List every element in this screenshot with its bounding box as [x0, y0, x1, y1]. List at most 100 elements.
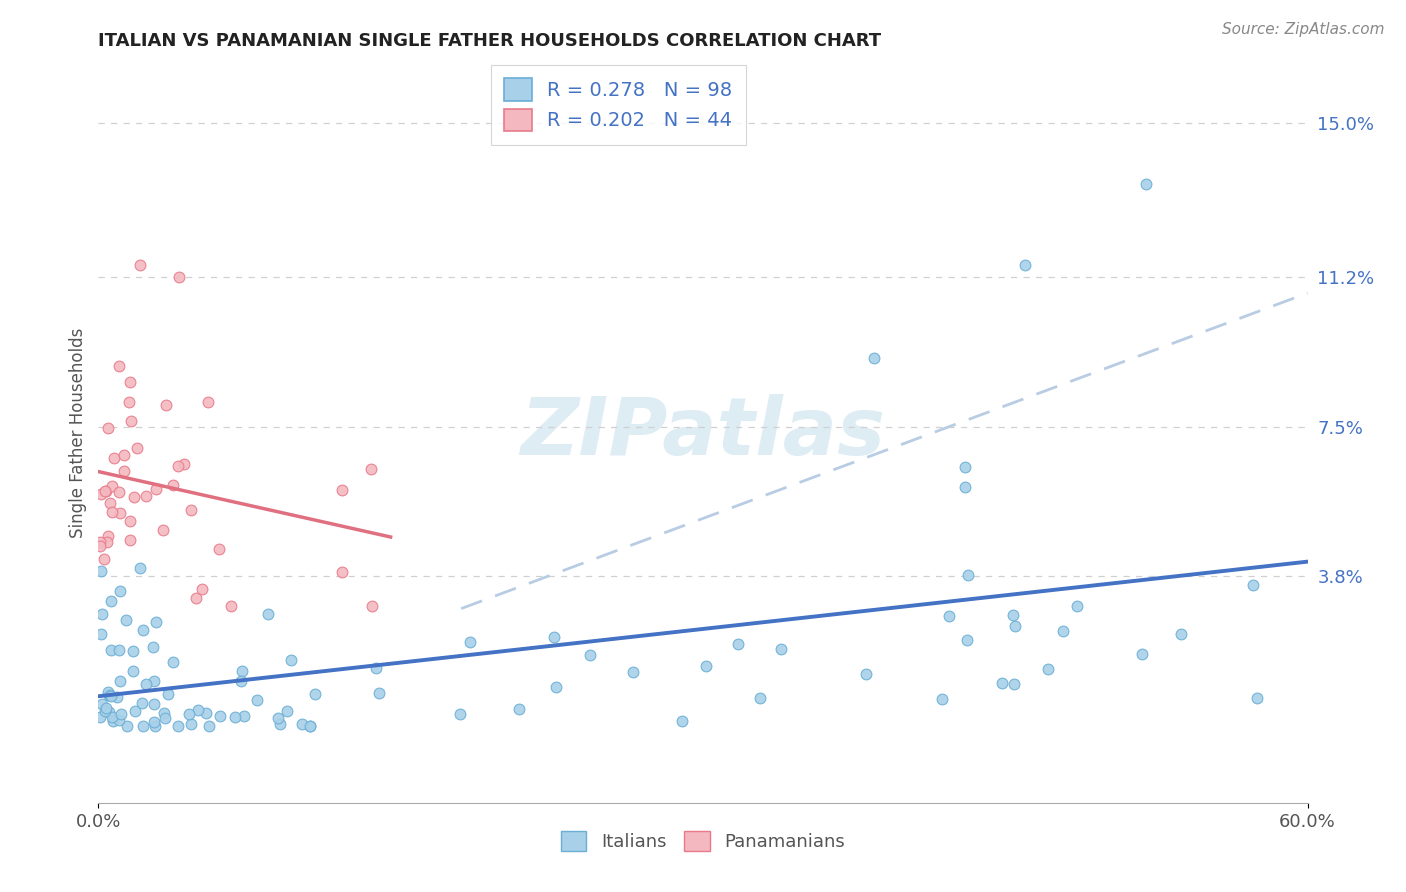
- Point: [90, 627, 112, 641]
- Point: [122, 491, 145, 505]
- Point: [142, 673, 165, 688]
- Point: [578, 648, 600, 662]
- Point: [107, 359, 129, 373]
- Point: [94, 484, 117, 499]
- Text: ZIPatlas: ZIPatlas: [520, 393, 886, 472]
- Point: [129, 258, 152, 272]
- Text: ITALIAN VS PANAMANIAN SINGLE FATHER HOUSEHOLDS CORRELATION CHART: ITALIAN VS PANAMANIAN SINGLE FATHER HOUS…: [98, 32, 882, 50]
- Point: [458, 635, 481, 649]
- Point: [115, 719, 138, 733]
- Point: [117, 394, 139, 409]
- Point: [124, 705, 146, 719]
- Point: [93, 551, 115, 566]
- Point: [232, 709, 254, 723]
- Point: [115, 613, 138, 627]
- Point: [98, 496, 121, 510]
- Point: [153, 706, 176, 720]
- Point: [120, 375, 142, 389]
- Point: [173, 458, 195, 472]
- Point: [280, 652, 302, 666]
- Point: [291, 716, 314, 731]
- Point: [246, 693, 269, 707]
- Point: [269, 717, 291, 731]
- Point: [135, 677, 157, 691]
- Point: [110, 706, 132, 721]
- Point: [157, 688, 180, 702]
- Point: [956, 633, 979, 648]
- Point: [190, 582, 212, 596]
- Point: [304, 687, 326, 701]
- Point: [276, 704, 298, 718]
- Point: [855, 667, 877, 681]
- Point: [1004, 619, 1026, 633]
- Point: [121, 644, 143, 658]
- Point: [1036, 661, 1059, 675]
- Point: [219, 599, 242, 613]
- Point: [97, 689, 120, 703]
- Point: [100, 689, 122, 703]
- Point: [298, 719, 321, 733]
- Point: [330, 483, 353, 497]
- Point: [89, 710, 111, 724]
- Point: [145, 615, 167, 629]
- Y-axis label: Single Father Households: Single Father Households: [69, 327, 87, 538]
- Point: [131, 696, 153, 710]
- Point: [97, 705, 120, 719]
- Point: [96, 535, 118, 549]
- Point: [1135, 177, 1157, 191]
- Point: [110, 584, 132, 599]
- Point: [1002, 677, 1025, 691]
- Point: [152, 523, 174, 537]
- Point: [162, 478, 184, 492]
- Point: [197, 394, 219, 409]
- Point: [1002, 608, 1025, 623]
- Point: [180, 717, 202, 731]
- Point: [180, 503, 202, 517]
- Point: [257, 607, 280, 621]
- Point: [112, 448, 135, 462]
- Point: [167, 458, 190, 473]
- Point: [108, 485, 131, 500]
- Point: [120, 414, 142, 428]
- Point: [89, 540, 111, 554]
- Point: [360, 461, 382, 475]
- Point: [1014, 258, 1036, 272]
- Point: [671, 714, 693, 729]
- Point: [1170, 626, 1192, 640]
- Point: [360, 599, 382, 613]
- Legend: Italians, Panamanians: Italians, Panamanians: [553, 822, 853, 861]
- Point: [198, 719, 221, 733]
- Point: [208, 541, 231, 556]
- Point: [112, 464, 135, 478]
- Point: [128, 561, 150, 575]
- Point: [122, 664, 145, 678]
- Point: [100, 643, 122, 657]
- Point: [103, 451, 125, 466]
- Point: [118, 514, 141, 528]
- Point: [100, 594, 122, 608]
- Point: [938, 609, 960, 624]
- Point: [953, 460, 976, 475]
- Point: [143, 719, 166, 733]
- Point: [1241, 578, 1264, 592]
- Point: [96, 701, 118, 715]
- Point: [621, 665, 644, 679]
- Point: [224, 709, 246, 723]
- Point: [93, 704, 115, 718]
- Point: [132, 624, 155, 638]
- Point: [546, 681, 568, 695]
- Point: [863, 351, 886, 365]
- Point: [120, 533, 142, 547]
- Point: [142, 640, 165, 655]
- Point: [364, 661, 387, 675]
- Point: [167, 269, 190, 284]
- Point: [94, 483, 117, 498]
- Point: [184, 591, 207, 605]
- Point: [105, 690, 128, 704]
- Point: [101, 505, 124, 519]
- Point: [749, 691, 772, 706]
- Point: [1246, 690, 1268, 705]
- Point: [162, 655, 184, 669]
- Point: [195, 706, 218, 721]
- Point: [1052, 624, 1074, 638]
